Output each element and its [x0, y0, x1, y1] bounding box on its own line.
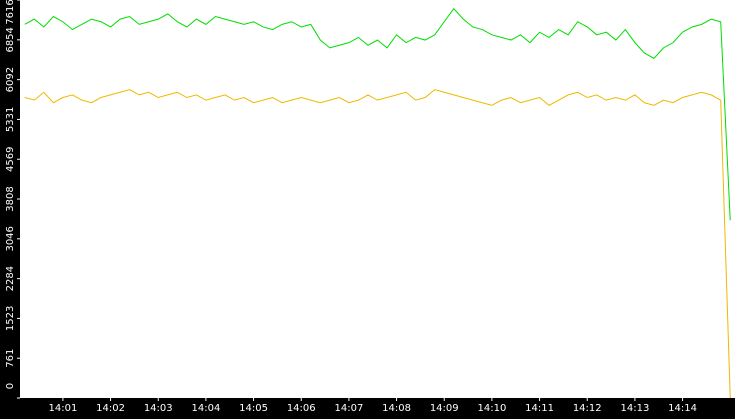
x-tick-label: 14:14	[668, 403, 697, 414]
x-tick-label: 14:02	[96, 403, 125, 414]
y-tick-label: 6854	[5, 27, 16, 52]
series-line	[24, 89, 731, 399]
x-tick-label: 14:04	[191, 403, 220, 414]
y-tick-label: 3046	[5, 226, 16, 251]
x-tick-label: 14:11	[525, 403, 554, 414]
x-tick-label: 14:03	[144, 403, 173, 414]
x-tick-label: 14:07	[334, 403, 363, 414]
x-tick-label: 14:09	[430, 403, 459, 414]
y-tick-label: 3808	[5, 186, 16, 211]
y-tick-label: 4569	[5, 147, 16, 172]
x-tick-label: 14:12	[573, 403, 602, 414]
y-tick-label: 5331	[5, 107, 16, 132]
x-tick-label: 14:13	[620, 403, 649, 414]
y-tick-label: 0	[5, 383, 16, 389]
x-tick-label: 14:05	[239, 403, 268, 414]
x-tick-label: 14:10	[477, 403, 506, 414]
x-tick-label: 14:08	[382, 403, 411, 414]
y-tick-label: 761	[5, 349, 16, 368]
plot-area	[20, 0, 735, 398]
series-line	[24, 7, 731, 221]
x-tick-label: 14:06	[287, 403, 316, 414]
x-tick-label: 14:01	[48, 403, 77, 414]
y-tick-label: 2284	[5, 266, 16, 291]
y-tick-label: 1523	[5, 306, 16, 331]
y-tick-label: 6092	[5, 67, 16, 92]
y-tick-label: 7616	[5, 0, 16, 25]
